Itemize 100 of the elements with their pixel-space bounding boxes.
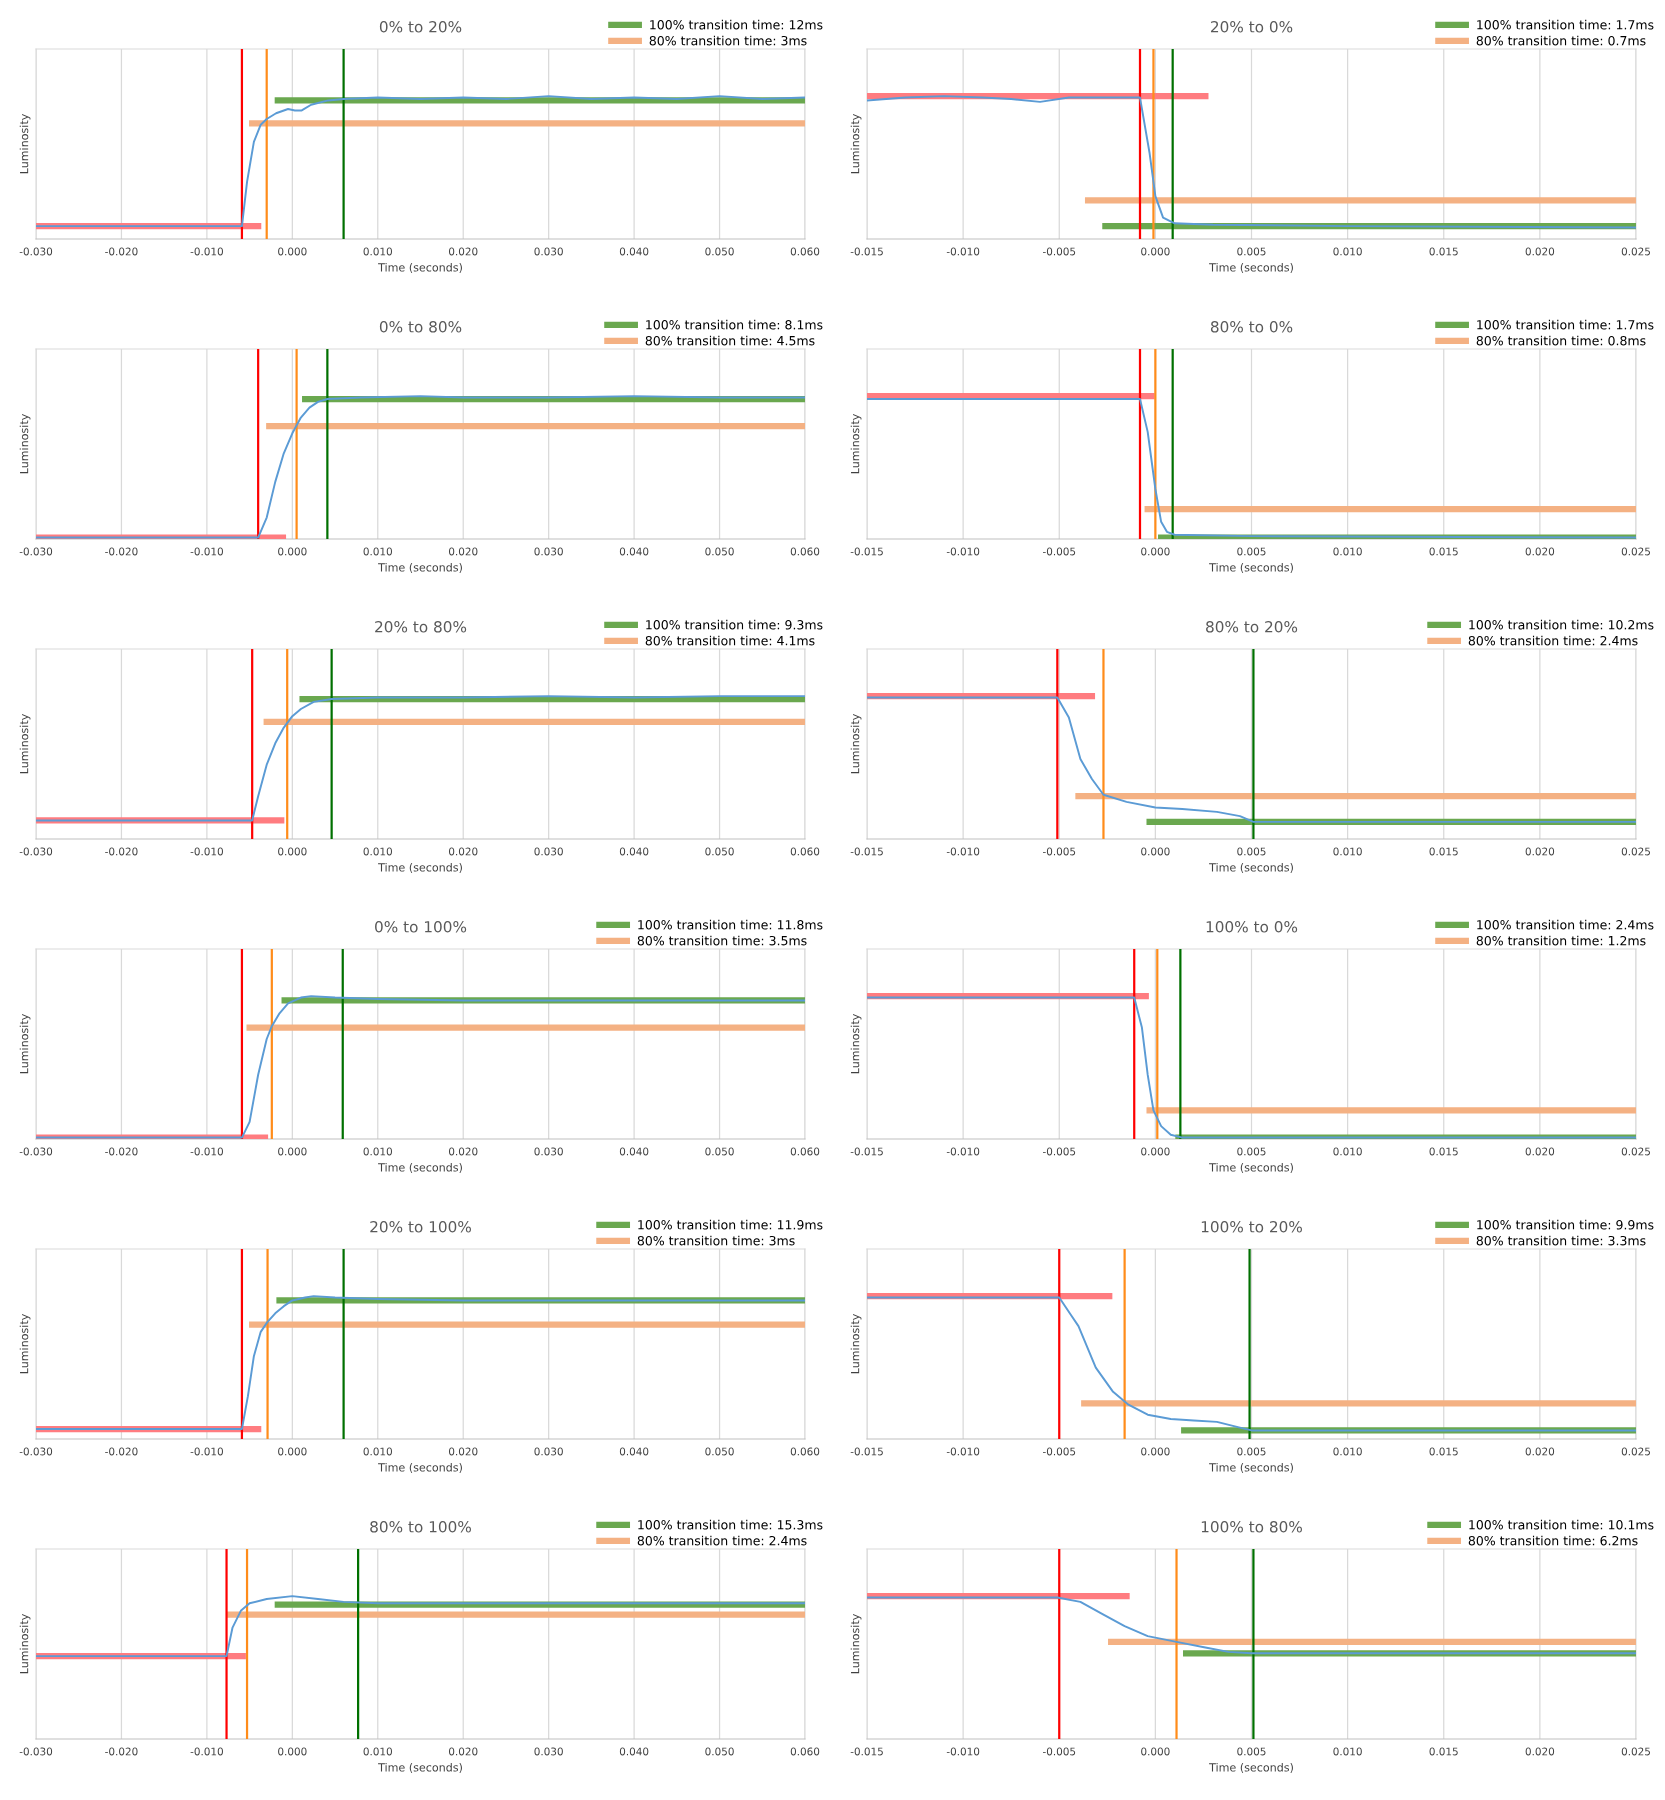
legend-label: 80% transition time: 0.7ms — [1476, 35, 1646, 46]
chart-title: 0% to 80% — [379, 320, 462, 333]
x-tick-label: 0.000 — [278, 1147, 307, 1156]
y-axis-title: Luminosity — [850, 114, 862, 174]
legend-label: 80% transition time: 0.8ms — [1476, 335, 1646, 346]
x-tick-label: 0.020 — [449, 847, 478, 856]
x-tick-label: 0.020 — [449, 1447, 478, 1456]
y-axis-title: Luminosity — [19, 714, 31, 774]
legend-label: 80% transition time: 4.5ms — [645, 335, 815, 346]
x-tick-label: 0.010 — [363, 247, 392, 256]
x-axis-title: Time (seconds) — [1209, 862, 1293, 873]
x-axis-title: Time (seconds) — [1209, 1462, 1293, 1473]
x-tick-label: 0.015 — [1429, 1447, 1458, 1456]
legend-label: 80% transition time: 2.4ms — [637, 1535, 807, 1546]
y-axis-title: Luminosity — [19, 1614, 31, 1674]
x-axis-title: Time (seconds) — [1209, 262, 1293, 273]
x-tick-label: 0.025 — [1621, 1747, 1650, 1756]
x-tick-label: 0.020 — [1525, 1147, 1555, 1156]
x-tick-label: -0.005 — [1042, 547, 1076, 556]
y-axis-title: Luminosity — [850, 1614, 862, 1674]
x-axis-title: Time (seconds) — [378, 562, 462, 573]
x-tick-label: 0.010 — [1333, 1147, 1362, 1156]
x-tick-label: 0.000 — [278, 247, 307, 256]
x-tick-label: 0.005 — [1237, 247, 1266, 256]
x-axis-title: Time (seconds) — [1209, 1762, 1293, 1773]
x-tick-label: 0.040 — [619, 1447, 649, 1456]
legend-label: 100% transition time: 10.1ms — [1469, 1519, 1654, 1530]
legend-label: 80% transition time: 3.5ms — [637, 935, 807, 946]
x-tick-label: 0.010 — [1333, 1747, 1362, 1756]
x-tick-label: -0.030 — [19, 247, 53, 256]
x-tick-label: -0.030 — [19, 1447, 53, 1456]
x-tick-label: 0.020 — [449, 247, 478, 256]
legend-label: 100% transition time: 9.9ms — [1477, 1219, 1654, 1230]
x-axis-title: Time (seconds) — [378, 1462, 462, 1473]
x-tick-label: 0.060 — [790, 1147, 820, 1156]
x-tick-label: 0.050 — [705, 1447, 734, 1456]
x-tick-label: -0.010 — [946, 1147, 980, 1156]
x-tick-label: -0.015 — [850, 1447, 883, 1456]
y-axis-title: Luminosity — [19, 1014, 31, 1074]
x-tick-label: 0.015 — [1429, 1147, 1458, 1156]
x-tick-label: -0.010 — [190, 1447, 223, 1456]
chart-title: 20% to 0% — [1211, 20, 1293, 33]
x-tick-label: -0.020 — [105, 1447, 138, 1456]
x-tick-label: 0.040 — [619, 1147, 649, 1156]
x-tick-label: 0.030 — [534, 1147, 563, 1156]
chart-title: 20% to 100% — [370, 1220, 471, 1233]
x-tick-label: 0.005 — [1237, 1747, 1266, 1756]
x-tick-label: 0.060 — [790, 847, 820, 856]
legend-label: 100% transition time: 2.4ms — [1477, 919, 1654, 930]
x-tick-label: -0.020 — [105, 547, 138, 556]
y-axis-title: Luminosity — [19, 1314, 31, 1374]
y-axis-title: Luminosity — [850, 1314, 862, 1374]
x-tick-label: -0.010 — [946, 547, 980, 556]
x-tick-label: -0.020 — [105, 1147, 138, 1156]
x-tick-label: 0.010 — [1333, 847, 1362, 856]
y-axis-title: Luminosity — [850, 714, 862, 774]
x-tick-label: -0.020 — [105, 247, 138, 256]
legend-label: 100% transition time: 12ms — [650, 19, 823, 30]
x-tick-label: -0.005 — [1042, 847, 1076, 856]
legend-label: 80% transition time: 1.2ms — [1476, 935, 1646, 946]
x-tick-label: -0.005 — [1042, 1147, 1076, 1156]
x-tick-label: 0.015 — [1429, 247, 1458, 256]
x-tick-label: -0.020 — [105, 1747, 138, 1756]
x-tick-label: -0.010 — [190, 547, 223, 556]
chart-title: 20% to 80% — [375, 620, 467, 633]
x-tick-label: 0.010 — [363, 547, 392, 556]
x-tick-label: 0.020 — [449, 547, 478, 556]
x-tick-label: 0.025 — [1621, 1147, 1650, 1156]
x-tick-label: 0.025 — [1621, 247, 1650, 256]
x-tick-label: -0.010 — [946, 1747, 980, 1756]
x-tick-label: 0.000 — [1141, 847, 1170, 856]
x-tick-label: -0.030 — [19, 547, 53, 556]
x-tick-label: 0.030 — [534, 1447, 563, 1456]
x-tick-label: 0.060 — [790, 1447, 820, 1456]
x-tick-label: 0.025 — [1621, 1447, 1650, 1456]
x-tick-label: -0.030 — [19, 847, 53, 856]
x-tick-label: 0.010 — [1333, 247, 1362, 256]
x-tick-label: 0.005 — [1237, 847, 1266, 856]
x-tick-label: 0.000 — [1141, 1447, 1170, 1456]
x-tick-label: 0.020 — [449, 1747, 478, 1756]
legend-label: 80% transition time: 3ms — [637, 1235, 795, 1246]
legend-label: 100% transition time: 11.8ms — [638, 919, 823, 930]
chart-title: 0% to 20% — [379, 20, 462, 33]
x-tick-label: 0.030 — [534, 547, 563, 556]
x-tick-label: 0.000 — [1141, 547, 1170, 556]
x-tick-label: 0.015 — [1429, 547, 1458, 556]
x-tick-label: 0.010 — [1333, 547, 1362, 556]
x-tick-label: 0.060 — [790, 247, 820, 256]
x-tick-label: 0.050 — [705, 547, 734, 556]
x-tick-label: 0.000 — [278, 1747, 307, 1756]
chart-title: 100% to 80% — [1201, 1520, 1302, 1533]
legend-label: 80% transition time: 3ms — [649, 35, 807, 46]
x-axis-title: Time (seconds) — [378, 1762, 462, 1773]
x-tick-label: -0.015 — [850, 247, 883, 256]
y-axis-title: Luminosity — [850, 1014, 862, 1074]
legend-label: 100% transition time: 9.3ms — [646, 619, 823, 630]
chart-title: 80% to 20% — [1206, 620, 1298, 633]
x-tick-label: -0.010 — [190, 1147, 223, 1156]
x-tick-label: -0.005 — [1042, 1447, 1076, 1456]
chart-title: 80% to 0% — [1210, 320, 1293, 333]
